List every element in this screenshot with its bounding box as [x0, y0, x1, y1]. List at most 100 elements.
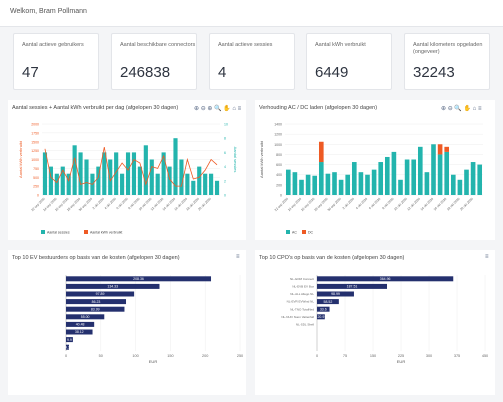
chart-toolbar[interactable]: ⊕ ⊖ 🔍 ✋ ⌂ ≡ [441, 106, 482, 112]
y-tick-label: 1000 [31, 158, 39, 162]
cpo-category-label: NL-EVB EV Box [292, 285, 314, 289]
ac-bar [384, 156, 390, 195]
ac-bar [378, 162, 384, 195]
cpo-bar [317, 299, 339, 305]
sessions-bar [214, 180, 220, 195]
ac-bar [404, 159, 410, 195]
sessions-bar [108, 159, 113, 195]
value-label: 4.3 [65, 345, 70, 349]
x-tick-label: 75 [343, 354, 347, 358]
sessions-bar [102, 152, 107, 195]
sessions-bar [179, 159, 184, 195]
x-tick-label: 30 sep 2020 [327, 197, 342, 212]
x-tick-label: 0 [65, 354, 67, 358]
stat-label: Aantal actieve gebruikers [22, 42, 84, 48]
stat-value: 47 [22, 64, 39, 81]
value-label: 187.51 [347, 285, 358, 289]
y2-tick-label: 6 [224, 151, 226, 155]
chart-toolbar[interactable]: ⊕ ⊖ ⊕ 🔍 ✋ ⌂ ≡ [194, 106, 242, 112]
ev-driver-bar [66, 344, 69, 350]
cpo-bar [317, 291, 354, 297]
value-label: 40.48 [76, 323, 85, 327]
cpo-bar [317, 276, 454, 282]
value-label: 20.9 [317, 315, 324, 319]
y-tick-label: 250 [33, 185, 39, 189]
y-tick-label: 200 [276, 183, 282, 187]
ev-driver-bar [66, 314, 105, 320]
kwh-line [44, 146, 218, 187]
menu-icon[interactable]: ≡ [485, 254, 489, 260]
stat-card-active-sessions: Aantal actieve sessies 4 [209, 33, 295, 90]
ac-bar [312, 175, 318, 195]
ev-driver-bar [66, 299, 127, 305]
x-tick-label: 20 okt 2020 [459, 197, 474, 212]
cpo-category-label: NL-SDL Shell [296, 323, 314, 327]
cpo-category-label: NL-TNO TotalNed [290, 307, 314, 311]
sessions-bar [203, 173, 208, 195]
legend-label: AC [292, 231, 297, 235]
sessions-bar [72, 145, 77, 195]
sessions-bar [209, 173, 214, 195]
sessions-bar [149, 159, 154, 195]
x-tick-label: 6 okt 2020 [368, 197, 382, 211]
value-label: 55.00 [81, 315, 90, 319]
sessions-bar [137, 166, 142, 195]
value-label: 134.33 [107, 285, 118, 289]
welcome-text: Welkom, Bram Pollmann [10, 8, 87, 15]
cpo-category-label: NL-NUO Nuon Vattenfall [281, 315, 314, 319]
x-axis-label: EUR [397, 359, 406, 364]
ac-bar [417, 146, 423, 195]
ac-bar [351, 162, 357, 195]
stat-card-kilometers: Aantal kilometers opgeladen (ongeveer) 3… [404, 33, 490, 90]
stat-value: 6449 [315, 64, 349, 81]
cpo-category-label: NL-GOM Connect [290, 277, 314, 281]
y2-axis-label: Aantal sessies [233, 147, 238, 173]
ac-bar [332, 172, 337, 195]
ac-bar [464, 169, 469, 195]
value-label: 9.9 [67, 338, 72, 342]
sessions-bar [120, 173, 125, 195]
y2-tick-label: 4 [224, 165, 226, 169]
stat-label: Aantal kilometers opgeladen (ongeveer) [413, 42, 483, 55]
x-tick-label: 225 [398, 354, 404, 358]
value-label: 86.23 [92, 300, 101, 304]
sessions-bar [173, 138, 178, 195]
cpo-bar [317, 306, 330, 312]
y-tick-label: 1000 [274, 143, 282, 147]
sessions-bar [60, 166, 65, 195]
panel-title: Top 10 CPO's op basis van de kosten (afg… [259, 255, 405, 261]
menu-icon[interactable]: ≡ [236, 254, 240, 260]
value-label: 208.36 [133, 277, 144, 281]
legend-swatch [84, 230, 88, 234]
sessions-bar [54, 173, 59, 195]
x-tick-label: 4 okt 2020 [355, 197, 369, 211]
acdc-chart: 1400 1200 1000 800 600 400 200 0 Aantal kWh verb… [259, 123, 483, 235]
y-tick-label: 800 [276, 153, 282, 157]
sessions-bar [155, 173, 160, 195]
ac-bar [470, 162, 476, 195]
y-tick-label: 0 [37, 194, 39, 198]
ac-bar [292, 172, 298, 195]
y-axis-label: Aantal kWh verbruikt [18, 140, 23, 178]
top-bar: Welkom, Bram Pollmann [0, 0, 503, 27]
cpo-bar [317, 314, 325, 320]
value-label: 98.99 [331, 292, 340, 296]
ac-bar [305, 174, 311, 195]
ev-driver-bar [66, 276, 212, 282]
stat-card-active-users: Aantal actieve gebruikers 47 [13, 33, 99, 90]
ac-bar [371, 169, 377, 195]
stat-label: Aantal beschikbare connectors [120, 42, 196, 48]
y-tick-label: 2000 [31, 123, 39, 127]
sessions-bar [197, 166, 202, 195]
stat-label: Aantal kWh verbruikt [315, 42, 366, 48]
panel-title: Top 10 EV bestuurders op basis van de ko… [12, 255, 180, 261]
stat-value: 246838 [120, 64, 171, 81]
ac-bar [398, 179, 403, 195]
sessions-bar [96, 166, 101, 195]
ac-bar [345, 174, 351, 195]
y-tick-label: 750 [33, 167, 39, 171]
y2-tick-label: 10 [224, 123, 228, 127]
value-label: 364.96 [380, 277, 391, 281]
ac-bar [391, 151, 397, 195]
ac-bar [457, 179, 463, 195]
